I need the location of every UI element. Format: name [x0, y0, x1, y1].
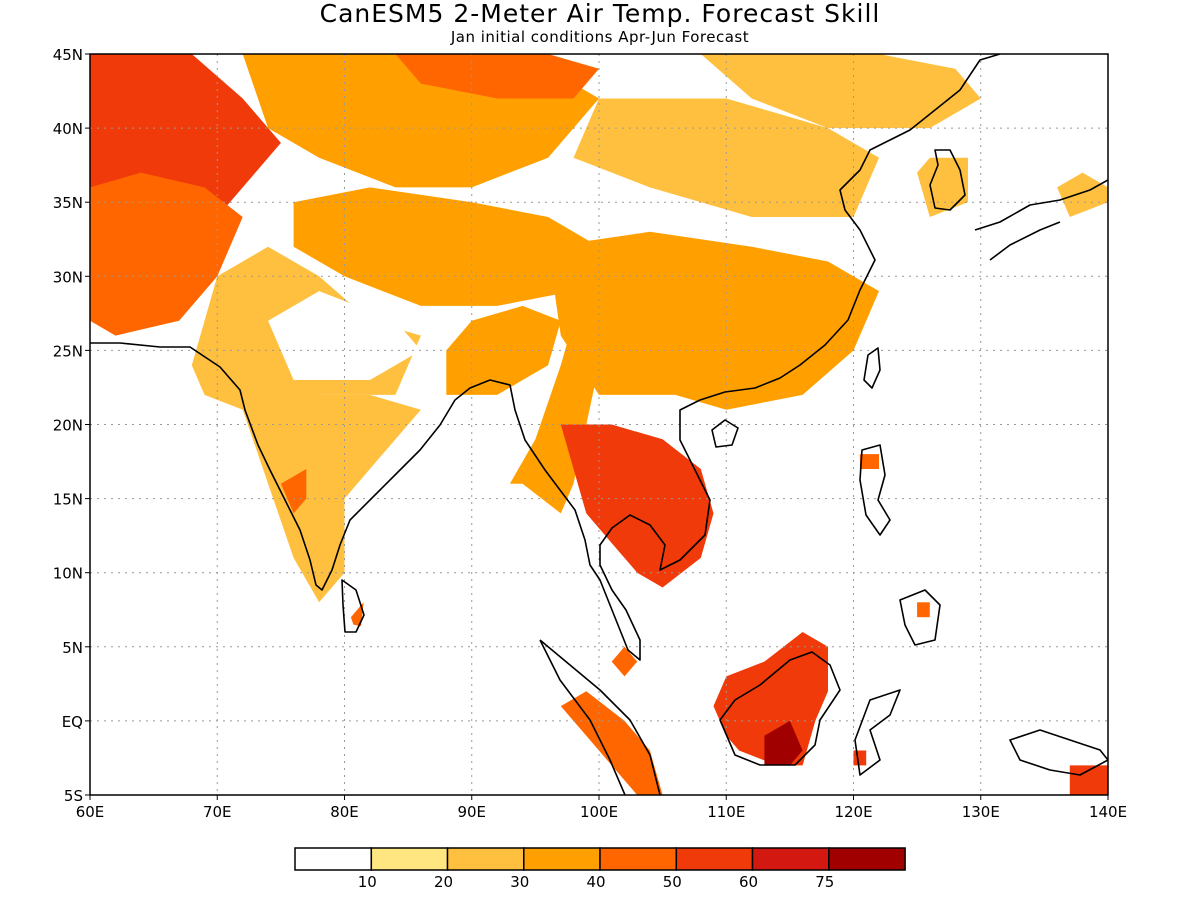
- y-tick-label: 5N: [62, 639, 83, 657]
- region-northeast-china: [700, 54, 981, 129]
- x-tick-label: 60E: [76, 803, 105, 821]
- coastlines: [90, 54, 1108, 795]
- x-tick-label: 90E: [457, 803, 486, 821]
- colorbar-label: 40: [586, 873, 605, 891]
- colorbar-swatch: [751, 847, 830, 871]
- coast-sulawesi: [854, 689, 901, 776]
- y-tick-label: 10N: [53, 565, 83, 583]
- region-mindanao: [917, 602, 930, 618]
- region-tibet: [293, 187, 599, 306]
- region-new-guinea-west: [1069, 765, 1108, 795]
- y-tick-label: 30N: [53, 268, 83, 286]
- skill-regions: [90, 54, 1108, 795]
- region-korea: [917, 157, 968, 217]
- colorbar-swatch: [828, 847, 906, 871]
- region-sumatra: [560, 691, 663, 795]
- region-sri-lanka: [350, 602, 364, 627]
- colorbar-label: 75: [815, 873, 834, 891]
- colorbar-swatch: [523, 847, 601, 871]
- x-tick-label: 120E: [834, 803, 872, 821]
- region-iran-afghanistan: [90, 172, 243, 336]
- x-tick-label: 130E: [962, 803, 1000, 821]
- coast-taiwan: [863, 347, 881, 389]
- region-malaya: [611, 646, 638, 677]
- region-indochina: [560, 424, 714, 588]
- colorbar-swatch: [294, 847, 373, 871]
- x-tick-label: 70E: [203, 803, 232, 821]
- region-sulawesi-south: [853, 750, 867, 766]
- y-tick-label: 20N: [53, 417, 83, 435]
- x-tick-label: 100E: [580, 803, 618, 821]
- colorbar-swatch: [675, 847, 754, 871]
- gridlines: [90, 54, 1108, 795]
- y-tick-label: 25N: [53, 342, 83, 360]
- colorbar-label: 30: [510, 873, 529, 891]
- x-tick-label: 140E: [1089, 803, 1127, 821]
- region-japan-central: [1057, 172, 1108, 217]
- y-tick-label: 35N: [53, 194, 83, 212]
- colorbar: 10 20 30 40 50 60 75: [294, 847, 906, 891]
- colorbar-label: 50: [663, 873, 682, 891]
- coast-borneo: [719, 651, 841, 766]
- colorbar-swatch: [370, 847, 449, 871]
- colorbar-label: 10: [358, 873, 377, 891]
- region-mongolia: [395, 54, 599, 99]
- colorbar-swatch: [599, 847, 678, 871]
- y-tick-label: 15N: [53, 491, 83, 509]
- region-india-south-hotspot: [280, 469, 307, 514]
- coast-sri-lanka: [341, 579, 365, 633]
- x-axis: 60E 70E 80E 90E 100E 110E 120E 130E 140E: [76, 795, 1127, 821]
- map-subtitle: Jan initial conditions Apr-Jun Forecast: [450, 28, 750, 46]
- region-borneo-core: [764, 720, 803, 766]
- coast-hainan: [711, 419, 739, 448]
- y-axis: 5S EQ 5N 10N 15N 20N 25N 30N 35N 40N 45N: [53, 46, 90, 805]
- y-tick-label: 5S: [64, 787, 83, 805]
- colorbar-swatch: [446, 847, 525, 871]
- coast-mainland: [90, 54, 1001, 661]
- colorbar-label: 60: [739, 873, 758, 891]
- coast-new-guinea: [1009, 729, 1108, 776]
- coast-sumatra: [539, 639, 661, 795]
- region-east-china-north: [573, 98, 879, 217]
- colorbar-label: 20: [434, 873, 453, 891]
- region-luzon-north: [859, 454, 879, 469]
- y-tick-label: EQ: [62, 713, 83, 731]
- map-title: CanESM5 2-Meter Air Temp. Forecast Skill: [319, 0, 881, 28]
- region-borneo: [713, 632, 828, 766]
- coast-mindanao: [899, 589, 941, 646]
- coast-luzon: [859, 444, 891, 536]
- x-tick-label: 80E: [330, 803, 359, 821]
- x-tick-label: 110E: [707, 803, 745, 821]
- y-tick-label: 45N: [53, 46, 83, 64]
- coast-japan: [974, 179, 1108, 261]
- coast-korea: [929, 149, 966, 211]
- y-tick-label: 40N: [53, 120, 83, 138]
- region-peninsular-india: [242, 394, 421, 603]
